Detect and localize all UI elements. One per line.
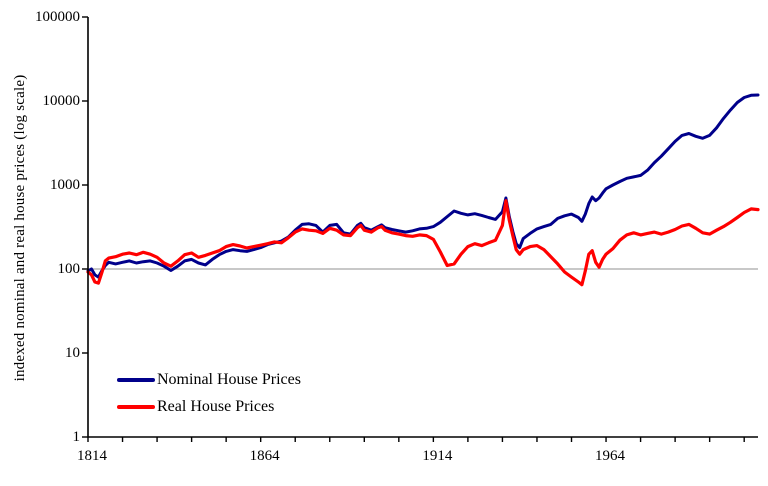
y-tick-label: 1000 xyxy=(50,177,80,193)
x-tick-label: 1914 xyxy=(422,448,453,464)
x-tick-label: 1964 xyxy=(595,448,626,464)
series-line-1 xyxy=(86,199,760,287)
nominal-line-swatch xyxy=(117,377,155,382)
legend-label-real: Real House Prices xyxy=(157,397,275,415)
x-tick-label: 1864 xyxy=(249,448,280,464)
legend-label-nominal: Nominal House Prices xyxy=(157,370,301,388)
y-tick-label: 1 xyxy=(72,429,81,445)
legend-item-nominal: Nominal House Prices xyxy=(117,366,301,393)
legend-item-real: Real House Prices xyxy=(117,393,301,420)
y-tick-label: 10 xyxy=(65,345,80,361)
series-line-0 xyxy=(86,93,760,279)
y-tick-label: 100 xyxy=(57,261,81,277)
real-line-swatch xyxy=(117,404,155,409)
legend: Nominal House Prices Real House Prices xyxy=(117,366,301,420)
y-tick-label: 100000 xyxy=(35,9,80,25)
x-tick-label: 1814 xyxy=(77,448,107,464)
y-tick-label: 10000 xyxy=(42,93,81,109)
